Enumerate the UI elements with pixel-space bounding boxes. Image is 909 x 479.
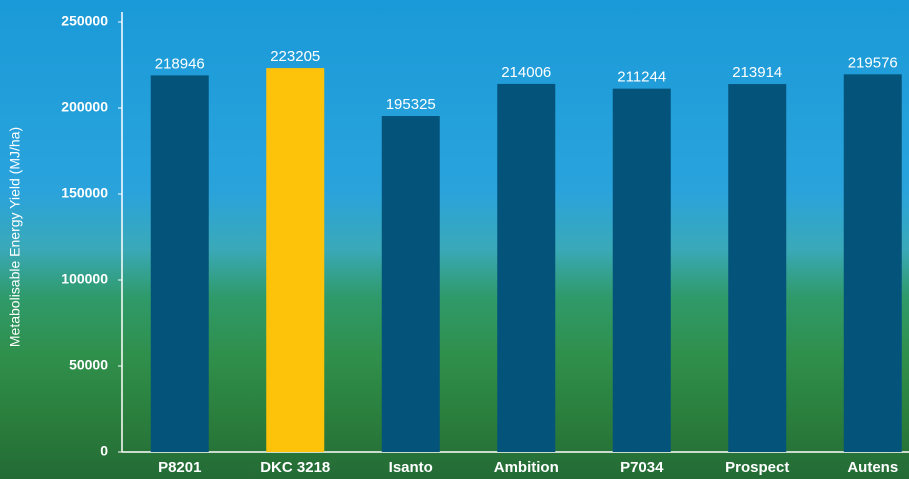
bar — [381, 116, 440, 452]
bar — [728, 84, 787, 452]
value-label: 214006 — [501, 64, 551, 81]
x-tick-label: Isanto — [389, 459, 433, 476]
x-tick-label: Ambition — [494, 459, 559, 476]
bar — [843, 74, 902, 452]
bar — [612, 88, 671, 453]
value-label: 223205 — [270, 48, 320, 65]
value-label: 218946 — [155, 55, 205, 72]
value-label: 211244 — [617, 69, 666, 86]
y-tick-label: 250000 — [61, 13, 108, 29]
x-tick-label: Autens — [847, 459, 898, 476]
value-label: 195325 — [386, 96, 436, 113]
bar — [150, 75, 209, 453]
x-tick-label: P8201 — [158, 459, 201, 476]
bar — [497, 83, 556, 453]
y-tick-label: 0 — [100, 443, 108, 459]
bar — [266, 68, 325, 452]
y-axis-label: Metabolisable Energy Yield (MJ/ha) — [7, 127, 23, 347]
value-label: 219576 — [848, 54, 898, 71]
y-tick-label: 50000 — [69, 357, 108, 373]
value-label: 213914 — [732, 64, 782, 81]
x-tick-label: Prospect — [725, 459, 789, 476]
y-tick-label: 100000 — [61, 271, 108, 287]
x-tick-label: P7034 — [620, 459, 664, 476]
y-tick-label: 150000 — [61, 185, 108, 201]
y-tick-label: 200000 — [61, 99, 108, 115]
x-tick-label: DKC 3218 — [260, 459, 330, 476]
